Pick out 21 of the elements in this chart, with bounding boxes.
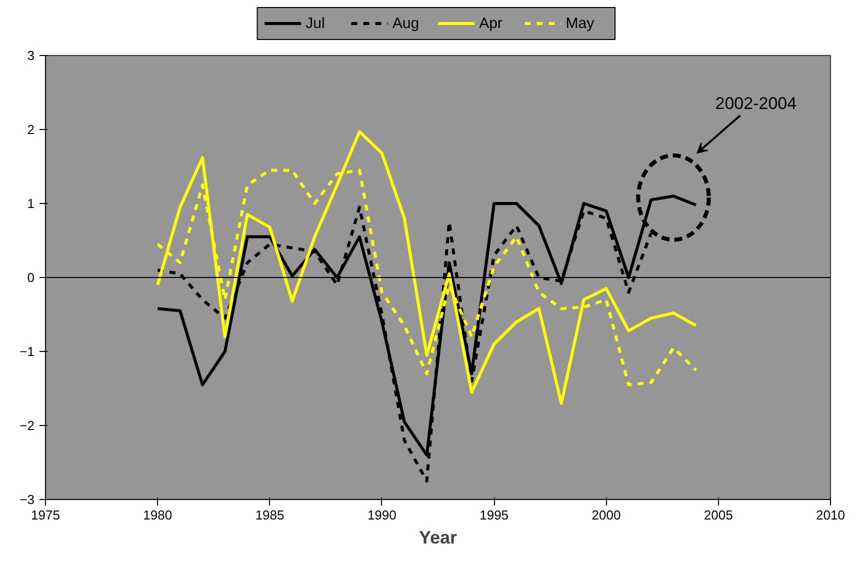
y-tick-label: −2 [20, 418, 35, 433]
x-tick-label: 2005 [704, 508, 733, 522]
x-tick-label: 1990 [367, 508, 396, 522]
y-tick-label: 0 [27, 270, 35, 285]
x-tick-label: 1995 [480, 508, 509, 522]
y-tick-label: −1 [20, 344, 35, 359]
y-tick-label: 3 [27, 48, 35, 63]
x-tick-label: 1985 [255, 508, 284, 522]
x-tick-label: 2000 [592, 508, 621, 522]
legend-label: Apr [479, 15, 502, 32]
annotation: 2002-2004 [715, 94, 797, 113]
x-axis-title: Year [418, 528, 458, 548]
x-tick-label: 1980 [143, 508, 172, 522]
y-tick-label: 2 [27, 122, 35, 137]
legend-label: Aug [392, 15, 420, 32]
x-tick-label: 2010 [816, 508, 845, 522]
y-tick-label: 1 [27, 196, 35, 211]
legend-label: May [566, 15, 595, 32]
y-tick-label: −3 [20, 492, 35, 507]
legend-label: Jul [306, 15, 325, 32]
x-tick-label: 1975 [31, 508, 60, 522]
